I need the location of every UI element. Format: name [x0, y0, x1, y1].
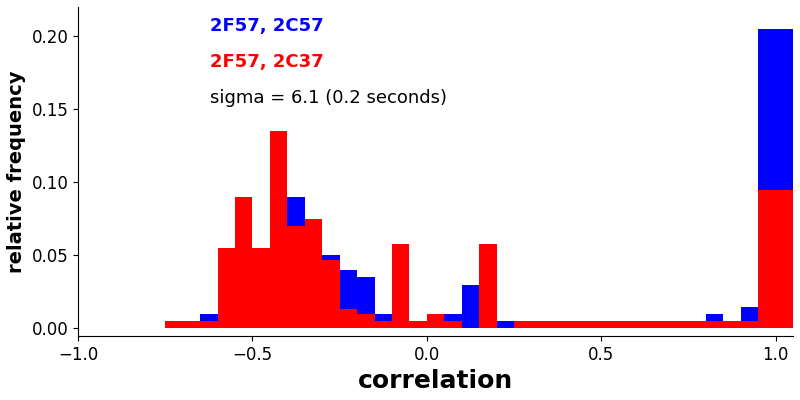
Bar — [410, 321, 427, 328]
Bar — [479, 244, 497, 328]
Bar — [566, 321, 584, 328]
Bar — [654, 321, 671, 328]
Bar — [200, 314, 218, 328]
Bar — [305, 219, 322, 328]
Bar — [706, 321, 723, 328]
Bar — [549, 321, 566, 328]
Bar — [357, 277, 374, 328]
Bar — [200, 321, 218, 328]
Bar — [566, 321, 584, 328]
Bar — [374, 321, 392, 328]
Bar — [497, 321, 514, 328]
Bar — [479, 321, 497, 328]
Bar — [410, 321, 427, 328]
Bar — [549, 321, 566, 328]
Bar — [602, 321, 618, 328]
Bar — [671, 321, 689, 328]
Bar — [444, 314, 462, 328]
Bar — [671, 321, 689, 328]
Bar — [322, 260, 340, 328]
Bar — [182, 321, 200, 328]
Bar — [235, 270, 253, 328]
Bar — [758, 190, 793, 328]
Text: 2F57, 2C57: 2F57, 2C57 — [210, 17, 324, 35]
Bar — [392, 314, 410, 328]
Bar — [723, 321, 741, 328]
Bar — [166, 321, 182, 328]
Bar — [287, 197, 305, 328]
Bar — [689, 321, 706, 328]
Bar — [305, 226, 322, 328]
Bar — [584, 321, 602, 328]
Bar — [427, 321, 444, 328]
Bar — [741, 306, 758, 328]
Bar — [340, 310, 357, 328]
Bar — [287, 226, 305, 328]
Bar — [322, 255, 340, 328]
Bar — [723, 321, 741, 328]
Bar — [531, 321, 549, 328]
Bar — [427, 314, 444, 328]
Bar — [636, 321, 654, 328]
Bar — [706, 314, 723, 328]
Bar — [741, 321, 758, 328]
Bar — [253, 277, 270, 328]
Bar — [636, 321, 654, 328]
Bar — [340, 270, 357, 328]
Text: sigma = 6.1 (0.2 seconds): sigma = 6.1 (0.2 seconds) — [210, 89, 447, 107]
X-axis label: correlation: correlation — [358, 369, 514, 393]
Bar — [270, 234, 287, 328]
Bar — [253, 248, 270, 328]
Bar — [531, 321, 549, 328]
Bar — [602, 321, 618, 328]
Bar — [374, 314, 392, 328]
Bar — [618, 321, 636, 328]
Bar — [218, 299, 235, 328]
Y-axis label: relative frequency: relative frequency — [7, 70, 26, 273]
Bar — [584, 321, 602, 328]
Bar — [444, 321, 462, 328]
Bar — [462, 285, 479, 328]
Bar — [218, 248, 235, 328]
Bar — [235, 197, 253, 328]
Bar — [514, 321, 531, 328]
Bar — [758, 29, 793, 328]
Bar — [357, 314, 374, 328]
Text: 2F57, 2C37: 2F57, 2C37 — [210, 53, 324, 71]
Bar — [514, 321, 531, 328]
Bar — [270, 131, 287, 328]
Bar — [182, 321, 200, 328]
Bar — [618, 321, 636, 328]
Bar — [392, 244, 410, 328]
Bar — [654, 321, 671, 328]
Bar — [689, 321, 706, 328]
